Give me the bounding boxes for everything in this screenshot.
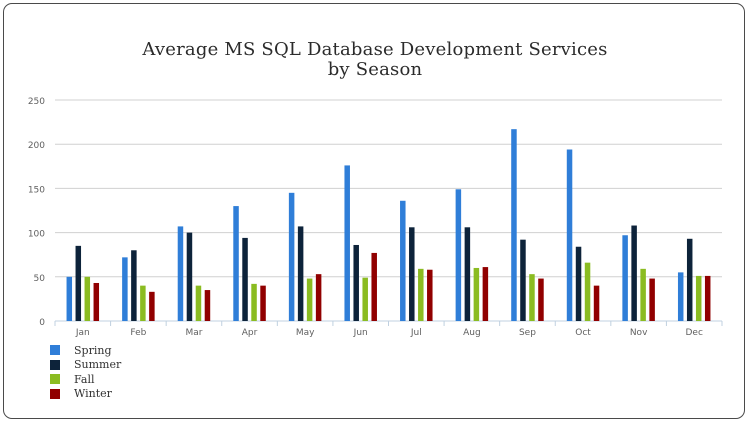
legend-label: Spring bbox=[74, 343, 112, 357]
bar-fall-feb bbox=[140, 285, 146, 321]
bar-spring-sep bbox=[511, 129, 517, 321]
bar-fall-jun bbox=[362, 277, 368, 321]
x-tick-label: Apr bbox=[242, 328, 258, 338]
x-tick-label: May bbox=[296, 328, 315, 338]
legend-item-spring[interactable]: Spring bbox=[50, 343, 121, 358]
bar-summer-may bbox=[297, 226, 304, 321]
legend-label: Summer bbox=[74, 358, 122, 372]
bar-summer-nov bbox=[631, 225, 637, 321]
bar-spring-may bbox=[288, 192, 295, 321]
bar-spring-nov bbox=[622, 235, 628, 321]
chart-title-line-1: Average MS SQL Database Development Serv… bbox=[142, 39, 608, 60]
bar-summer-sep bbox=[520, 239, 526, 321]
legend-swatch bbox=[50, 374, 60, 385]
bar-winter-jul bbox=[427, 269, 433, 321]
x-tick-label: Sep bbox=[519, 328, 536, 338]
bar-spring-mar bbox=[177, 226, 184, 321]
bar-fall-aug bbox=[473, 267, 480, 321]
legend-label: Winter bbox=[74, 387, 112, 401]
x-tick-label: Feb bbox=[130, 328, 146, 338]
legend-swatch bbox=[50, 388, 60, 399]
chart-legend: Spring Summer Fall Winter bbox=[50, 343, 121, 401]
chart-title-line-2: by Season bbox=[327, 59, 423, 80]
bar-fall-oct bbox=[584, 262, 591, 321]
y-tick-label: 150 bbox=[28, 185, 45, 195]
bar-summer-dec bbox=[686, 238, 693, 321]
x-tick-label: Mar bbox=[185, 328, 202, 338]
bar-winter-oct bbox=[593, 285, 600, 321]
bar-summer-jan bbox=[75, 245, 82, 321]
bar-winter-sep bbox=[538, 278, 544, 321]
bar-spring-aug bbox=[455, 189, 462, 321]
bar-winter-apr bbox=[260, 285, 266, 321]
bar-fall-jan bbox=[84, 276, 91, 321]
y-tick-label: 50 bbox=[34, 274, 46, 284]
bar-spring-apr bbox=[233, 206, 239, 321]
bar-winter-nov bbox=[649, 278, 655, 321]
bar-spring-jan bbox=[66, 276, 73, 321]
bar-winter-mar bbox=[204, 290, 211, 321]
bar-spring-jul bbox=[400, 200, 406, 321]
bar-fall-dec bbox=[695, 275, 702, 321]
legend-swatch bbox=[50, 345, 60, 356]
bar-fall-mar bbox=[195, 285, 202, 321]
bar-spring-dec bbox=[677, 272, 684, 321]
bar-summer-jun bbox=[353, 244, 359, 321]
bar-winter-jan bbox=[93, 282, 100, 321]
bar-spring-jun bbox=[344, 165, 350, 321]
bar-winter-aug bbox=[482, 267, 489, 321]
y-tick-label: 0 bbox=[39, 318, 45, 328]
x-tick-label: Jan bbox=[75, 328, 90, 338]
bar-summer-oct bbox=[575, 246, 582, 321]
bar-winter-feb bbox=[149, 291, 155, 321]
x-tick-label: Dec bbox=[685, 328, 702, 338]
bar-winter-dec bbox=[704, 275, 711, 321]
x-tick-label: Jul bbox=[410, 328, 422, 338]
y-tick-label: 100 bbox=[28, 230, 45, 240]
x-tick-label: Oct bbox=[575, 328, 591, 338]
bar-spring-feb bbox=[122, 257, 128, 321]
x-tick-label: Jun bbox=[353, 328, 368, 338]
bar-summer-feb bbox=[131, 250, 137, 321]
chart-title: Average MS SQL Database Development Serv… bbox=[0, 40, 750, 80]
bar-summer-apr bbox=[242, 237, 248, 321]
bar-summer-aug bbox=[464, 227, 471, 321]
legend-item-winter[interactable]: Winter bbox=[50, 387, 121, 402]
legend-item-summer[interactable]: Summer bbox=[50, 358, 121, 373]
y-tick-label: 200 bbox=[28, 141, 45, 151]
bar-spring-oct bbox=[566, 149, 573, 321]
bar-fall-sep bbox=[529, 274, 535, 321]
x-tick-label: Nov bbox=[630, 328, 648, 338]
bar-fall-jul bbox=[418, 268, 424, 321]
bar-summer-mar bbox=[186, 232, 193, 321]
y-tick-label: 250 bbox=[28, 97, 45, 107]
x-tick-label: Aug bbox=[463, 328, 481, 338]
legend-item-fall[interactable]: Fall bbox=[50, 372, 121, 387]
bar-fall-nov bbox=[640, 268, 646, 321]
legend-swatch bbox=[50, 359, 60, 370]
bar-winter-jun bbox=[371, 252, 377, 321]
bar-fall-apr bbox=[251, 283, 257, 321]
legend-label: Fall bbox=[74, 372, 95, 386]
bar-fall-may bbox=[306, 278, 313, 321]
bar-winter-may bbox=[315, 274, 322, 321]
chart-frame bbox=[3, 3, 745, 419]
bar-summer-jul bbox=[409, 227, 415, 321]
